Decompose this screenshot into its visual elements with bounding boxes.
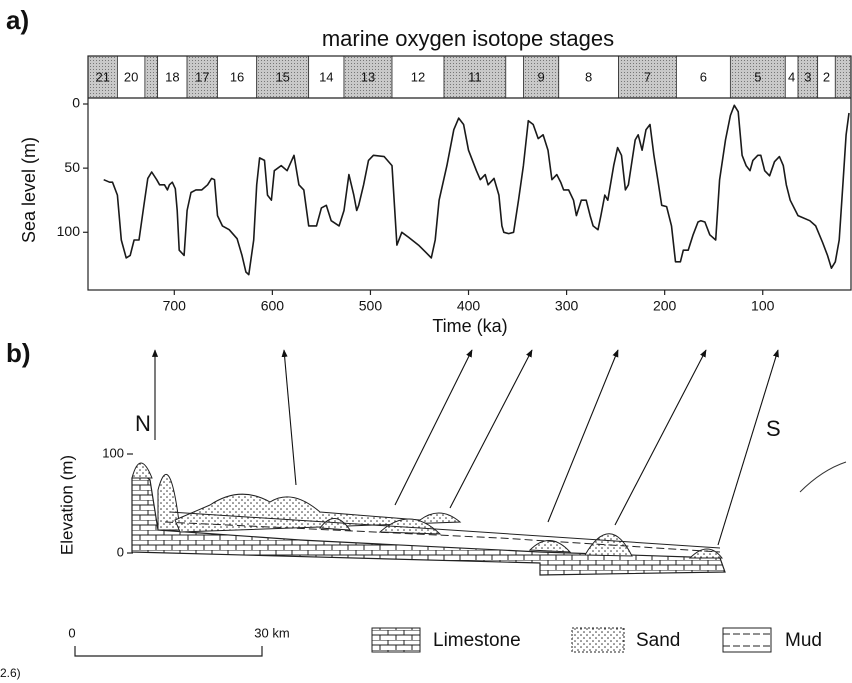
legend-label: Sand [636,630,680,651]
stage-label: 15 [275,69,289,84]
y-tick-label: 0 [117,544,124,559]
y-tick-label: 50 [64,159,80,175]
curve [799,461,847,493]
scale-label: 0 [68,625,75,640]
y-tick-label: 100 [57,223,81,239]
legend-swatch [723,633,771,647]
stage [443,55,507,99]
stage [87,55,118,99]
x-axis-label: Time (ka) [432,316,507,336]
south-label: S [766,416,781,441]
stage-label: 6 [700,69,707,84]
stage-label: 8 [585,69,592,84]
stage-label: 21 [95,69,109,84]
legend-label: Mud [785,630,822,651]
stage [834,55,852,99]
stage-label: 4 [788,69,795,84]
x-tick-label: 200 [653,298,677,314]
arrow [614,349,707,526]
stage-label: 9 [537,69,544,84]
panel-label: b) [6,338,31,368]
x-tick-label: 100 [751,298,775,314]
stage-label: 20 [124,69,138,84]
legend-swatch [571,627,625,653]
x-tick-label: 400 [457,298,481,314]
sand-hill [174,493,462,533]
plot-frame [87,55,852,291]
y-tick-label: 0 [72,95,80,111]
sand-hill [688,548,724,559]
scale-label: 30 km [254,625,289,640]
stage-label: 17 [195,69,209,84]
stage [729,55,786,99]
stage [308,55,345,99]
stage [558,55,619,99]
legend-label: Limestone [433,630,521,651]
legend-swatch [722,627,772,653]
legend-swatch [371,627,421,653]
sand-hill [131,462,153,479]
stage [523,55,560,99]
arrow [547,349,619,523]
stage-label: 7 [644,69,651,84]
stage-label: 16 [230,69,244,84]
y-axis-label: Sea level (m) [19,137,39,243]
sand-hill [319,518,351,531]
scale-bar [74,646,263,657]
arrow [717,349,779,546]
stage-label: 18 [165,69,179,84]
arrow [449,349,533,509]
x-tick-label: 700 [163,298,187,314]
sea-level-line [103,104,850,276]
stage-label: 14 [319,69,333,84]
x-tick-label: 300 [555,298,579,314]
x-tick-label: 500 [359,298,383,314]
arrow [394,349,473,506]
x-tick-label: 600 [261,298,285,314]
stage [391,55,445,99]
panel-label: a) [6,5,29,35]
y-tick-label: 100 [102,445,124,460]
stage-label: 5 [754,69,761,84]
stage-label: 2 [823,69,830,84]
stage [144,55,159,99]
stage [256,55,310,99]
stage-label: 13 [361,69,375,84]
stage-label: 12 [411,69,425,84]
stage-label: 3 [804,69,811,84]
stage [117,55,146,99]
sand-hill [378,518,442,535]
caption: 2.6) [0,666,21,680]
stage-label: 11 [468,69,482,84]
mud-layer [164,521,721,553]
north-label: N [135,411,151,436]
y-axis-label: Elevation (m) [57,455,76,555]
stage [505,55,524,99]
mud-layer [169,511,721,549]
chart-title: marine oxygen isotope stages [322,26,614,51]
stage [618,55,677,99]
arrow [281,349,297,486]
